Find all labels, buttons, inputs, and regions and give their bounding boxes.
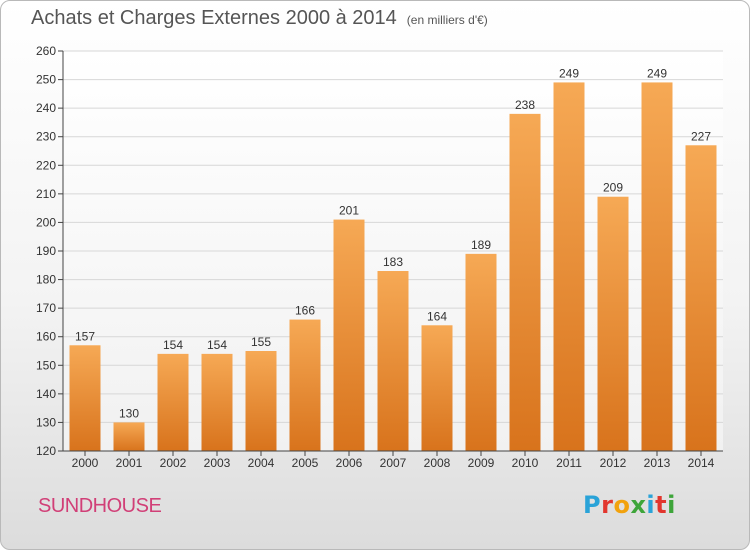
logo-letter: P — [583, 491, 602, 519]
bar — [597, 196, 629, 451]
bar-value-label: 155 — [251, 335, 271, 349]
y-tick-label: 140 — [36, 387, 56, 401]
y-tick-label: 190 — [36, 244, 56, 258]
bar — [553, 82, 585, 451]
y-tick-label: 220 — [36, 158, 56, 172]
bar — [509, 113, 541, 451]
y-tick-label: 120 — [36, 444, 56, 458]
bar — [685, 145, 717, 452]
x-tick-label: 2004 — [248, 456, 275, 470]
x-tick-label: 2014 — [688, 456, 715, 470]
logo-letter: x — [630, 491, 647, 519]
x-tick-label: 2001 — [116, 456, 143, 470]
bar-value-label: 238 — [515, 98, 535, 112]
city-name: SUNDHOUSE — [38, 495, 162, 517]
bar — [113, 422, 145, 451]
y-tick-label: 260 — [36, 44, 56, 58]
y-tick-label: 200 — [36, 215, 56, 229]
bar — [289, 319, 321, 451]
bar — [157, 353, 189, 451]
x-tick-label: 2013 — [644, 456, 671, 470]
x-tick-label: 2011 — [556, 456, 582, 470]
x-tick-label: 2000 — [72, 456, 99, 470]
bar-value-label: 249 — [647, 66, 667, 80]
bar-value-label: 227 — [691, 129, 711, 143]
y-tick-label: 210 — [36, 187, 56, 201]
x-tick-label: 2002 — [160, 456, 187, 470]
x-tick-label: 2003 — [204, 456, 231, 470]
bar — [377, 271, 409, 451]
x-tick-label: 2007 — [380, 456, 407, 470]
bar-value-label: 201 — [339, 204, 359, 218]
y-tick-label: 230 — [36, 130, 56, 144]
bar — [465, 253, 497, 451]
bar-value-label: 183 — [383, 255, 403, 269]
chart-title: Achats et Charges Externes 2000 à 2014 (e… — [31, 7, 488, 30]
x-tick-label: 2006 — [336, 456, 363, 470]
proxiti-logo: Proxiti — [583, 491, 676, 519]
y-tick-label: 170 — [36, 301, 56, 315]
bar — [201, 353, 233, 451]
logo-letter: t — [655, 491, 668, 519]
bar — [69, 345, 101, 451]
bar-value-label: 209 — [603, 181, 623, 195]
chart-title-text: Achats et Charges Externes 2000 à 2014 — [31, 7, 397, 29]
y-tick-label: 250 — [36, 73, 56, 87]
y-tick-label: 240 — [36, 101, 56, 115]
bar — [245, 351, 277, 451]
bar-value-label: 157 — [75, 329, 95, 343]
logo-letter: r — [601, 491, 614, 519]
y-tick-label: 130 — [36, 415, 56, 429]
x-tick-label: 2012 — [600, 456, 627, 470]
bar — [641, 82, 673, 451]
bar-value-label: 164 — [427, 309, 447, 323]
logo-letter: i — [646, 491, 656, 519]
y-tick-label: 180 — [36, 273, 56, 287]
bar-value-label: 189 — [471, 238, 491, 252]
bar-value-label: 130 — [119, 406, 139, 420]
bar-value-label: 154 — [207, 338, 227, 352]
logo-letter: i — [667, 491, 676, 519]
logo-letter: o — [613, 491, 631, 519]
bar-value-label: 249 — [559, 66, 579, 80]
bar — [421, 325, 453, 451]
chart-subtitle: (en milliers d'€) — [406, 13, 488, 27]
y-tick-label: 160 — [36, 330, 56, 344]
x-tick-label: 2009 — [468, 456, 495, 470]
x-tick-label: 2008 — [424, 456, 451, 470]
bar-value-label: 154 — [163, 338, 183, 352]
bar-value-label: 166 — [295, 304, 315, 318]
x-tick-label: 2010 — [512, 456, 539, 470]
x-tick-label: 2005 — [292, 456, 319, 470]
bar — [333, 219, 365, 451]
y-tick-label: 150 — [36, 358, 56, 372]
